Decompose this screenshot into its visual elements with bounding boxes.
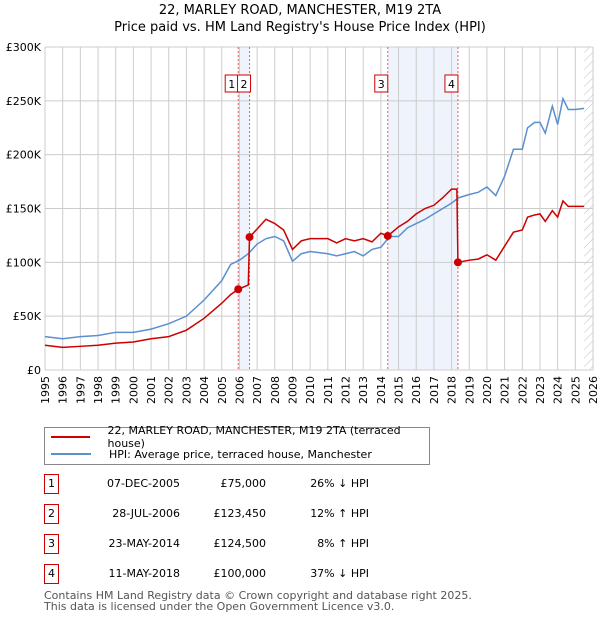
footer-licence: This data is licensed under the Open Gov…	[44, 600, 395, 613]
x-tick-label: 2007	[251, 376, 264, 404]
legend-item-property: 22, MARLEY ROAD, MANCHESTER, M19 2TA (te…	[45, 424, 429, 450]
price-chart: 1995 1996 1997 1998 1999 2000 2001 2002 2003 2004…	[6, 41, 600, 404]
x-tick-label: 2019	[463, 376, 476, 404]
legend-item-hpi: HPI: Average price, terraced house, Manc…	[45, 446, 372, 462]
transaction-date: 11-MAY-2018	[108, 567, 180, 580]
x-tick-label: 2000	[127, 376, 140, 404]
sale-number-label: 1	[228, 78, 235, 91]
x-tick-label: 2005	[216, 376, 229, 404]
sale-point	[383, 231, 392, 240]
transaction-marker: 3	[44, 534, 59, 554]
x-tick-label: 2001	[145, 376, 158, 404]
transaction-hpi-diff: 37% ↓ HPI	[310, 567, 369, 580]
legend-label: HPI: Average price, terraced house, Manc…	[109, 447, 372, 461]
transaction-date: 23-MAY-2014	[108, 537, 180, 550]
x-tick-label: 2020	[481, 376, 494, 404]
sale-point	[245, 233, 254, 242]
x-tick-label: 1996	[57, 376, 70, 404]
transaction-marker: 4	[44, 564, 59, 584]
hpi-line	[44, 96, 585, 340]
chart-legend: 22, MARLEY ROAD, MANCHESTER, M19 2TA (te…	[44, 424, 430, 465]
y-tick-label: £100K	[6, 256, 42, 269]
x-tick-label: 2013	[357, 376, 370, 404]
footer-copyright: Contains HM Land Registry data © Crown c…	[44, 589, 472, 602]
x-tick-label: 1998	[92, 376, 105, 404]
transaction-hpi-diff: 12% ↑ HPI	[310, 507, 369, 520]
y-tick-label: £150K	[6, 203, 42, 216]
y-tick-label: £250K	[6, 95, 42, 108]
transaction-hpi-diff: 8% ↑ HPI	[317, 537, 369, 550]
x-tick-label: 2008	[269, 376, 282, 404]
x-tick-label: 2010	[304, 376, 317, 404]
x-tick-label: 2006	[233, 376, 246, 404]
x-tick-label: 2026	[587, 376, 600, 404]
transaction-price: £123,450	[213, 507, 267, 520]
x-tick-label: 2003	[180, 376, 193, 404]
x-tick-label: 2025	[569, 376, 582, 404]
transaction-date: 28-JUL-2006	[112, 507, 180, 520]
transaction-date: 07-DEC-2005	[106, 477, 180, 490]
x-tick-label: 2012	[340, 376, 353, 404]
sale-point	[234, 285, 243, 294]
transaction-row: 4 11-MAY-2018 £100,000 37% ↓ HPI	[44, 564, 464, 584]
x-tick-label: 2018	[446, 376, 459, 404]
legend-swatch-red	[51, 436, 90, 438]
y-tick-label: £300K	[6, 41, 42, 54]
sale-number-label: 2	[241, 78, 248, 91]
sale-number-label: 4	[448, 78, 455, 91]
x-tick-label: 1997	[74, 376, 87, 404]
x-tick-label: 2021	[499, 376, 512, 404]
x-tick-label: 2017	[428, 376, 441, 404]
chart-title: 22, MARLEY ROAD, MANCHESTER, M19 2TA	[158, 3, 442, 18]
x-tick-label: 2002	[163, 376, 176, 404]
x-tick-label: 2011	[322, 376, 335, 404]
x-tick-label: 2016	[410, 376, 423, 404]
sale-number-box	[444, 74, 459, 93]
y-tick-label: £50K	[13, 310, 42, 323]
chart-subtitle: Price paid vs. HM Land Registry's House …	[114, 20, 486, 35]
sale-point	[453, 258, 462, 267]
transaction-hpi-diff: 26% ↓ HPI	[310, 477, 369, 490]
x-tick-label: 1995	[39, 376, 52, 404]
transaction-row: 2 28-JUL-2006 £123,450 12% ↑ HPI	[44, 504, 464, 524]
x-tick-label: 2009	[286, 376, 299, 404]
x-tick-label: 2004	[198, 376, 211, 404]
transaction-price: £124,500	[213, 537, 267, 550]
y-tick-label: £0	[27, 364, 41, 377]
property-price-line	[44, 188, 585, 349]
sale-number-box	[374, 74, 389, 93]
transaction-marker: 2	[44, 504, 59, 524]
legend-label: 22, MARLEY ROAD, MANCHESTER, M19 2TA (te…	[107, 424, 401, 450]
transaction-marker: 1	[44, 474, 59, 494]
legend-swatch-blue	[51, 453, 91, 455]
footer: Contains HM Land Registry data © Crown c…	[44, 590, 472, 612]
sale-number-label: 3	[378, 78, 385, 91]
x-tick-label: 2023	[534, 376, 547, 404]
transaction-price: £75,000	[220, 477, 267, 490]
x-tick-label: 2022	[516, 376, 529, 404]
x-tick-label: 2015	[393, 376, 406, 404]
x-tick-label: 2014	[375, 376, 388, 404]
x-tick-label: 2024	[552, 376, 565, 404]
transaction-row: 3 23-MAY-2014 £124,500 8% ↑ HPI	[44, 534, 464, 554]
transaction-price: £100,000	[213, 567, 267, 580]
y-tick-label: £200K	[6, 149, 42, 162]
sale-number-box	[237, 74, 252, 93]
x-tick-label: 1999	[110, 376, 123, 404]
transaction-row: 1 07-DEC-2005 £75,000 26% ↓ HPI	[44, 474, 464, 494]
